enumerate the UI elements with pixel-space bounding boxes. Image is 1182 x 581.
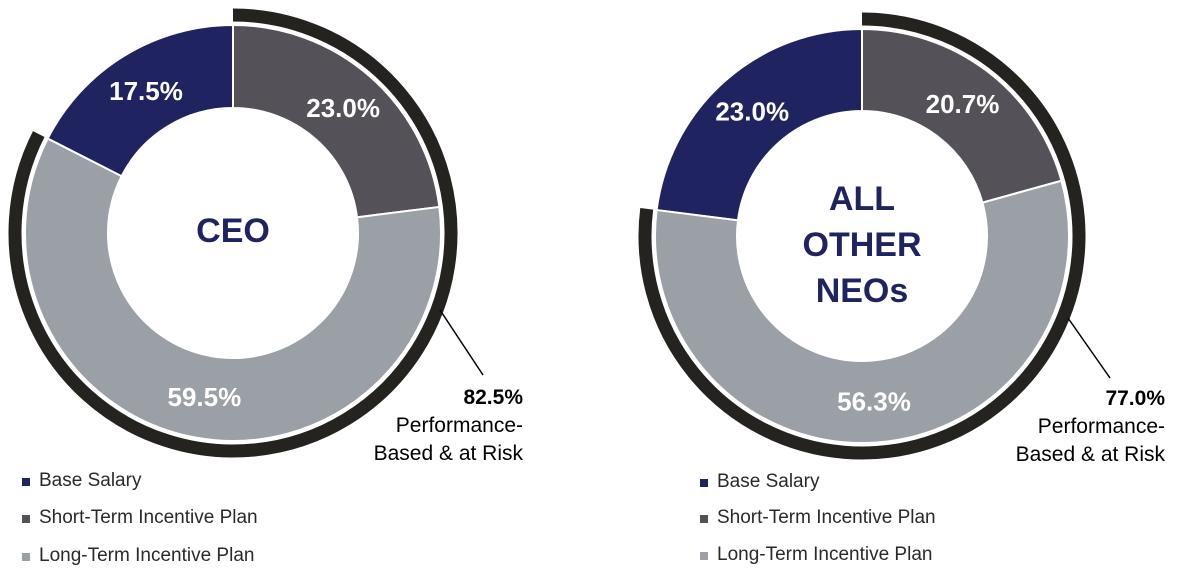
annotation-text: Performance- (1038, 415, 1165, 438)
annotation-value: 77.0% (1105, 387, 1165, 410)
slice-value-label: 23.0% (715, 96, 789, 126)
legend-swatch (22, 515, 30, 523)
legend-label: Long-Term Incentive Plan (39, 545, 254, 566)
annotation-value: 82.5% (463, 386, 523, 409)
annotation-text: Based & at Risk (374, 442, 524, 465)
legend-item-base-salary: Base Salary (700, 471, 820, 492)
legend-label: Short-Term Incentive Plan (717, 507, 936, 528)
donut-chart-all-other-neos: 23.0% 20.7% 56.3% ALL OTHER NEOs 77.0% Performa… (638, 12, 1166, 565)
annotation-text: Based & at Risk (1016, 443, 1166, 466)
legend-swatch (22, 553, 30, 561)
legend-item-base-salary: Base Salary (22, 470, 142, 491)
slice-value-label: 59.5% (168, 382, 242, 412)
slice-value-label: 56.3% (837, 387, 911, 417)
center-title: NEOs (816, 272, 909, 310)
legend-label: Base Salary (39, 470, 142, 491)
legend-item-short-term-incentive-plan: Short-Term Incentive Plan (700, 507, 936, 528)
slice-base-salary (46, 23, 234, 178)
annotation-text: Performance- (396, 414, 523, 437)
slice-long-term-incentive-plan (654, 179, 1070, 444)
center-title: CEO (196, 212, 270, 250)
legend-label: Base Salary (717, 471, 820, 492)
center-title: OTHER (803, 226, 922, 264)
slice-short-term-incentive-plan (232, 23, 441, 219)
slice-value-label: 20.7% (926, 89, 1000, 119)
legend-swatch (700, 552, 708, 560)
performance-based-arc (638, 12, 1086, 460)
legend-item-long-term-incentive-plan: Long-Term Incentive Plan (700, 544, 932, 565)
legend-item-long-term-incentive-plan: Long-Term Incentive Plan (22, 545, 254, 566)
donut-chart-ceo: 17.5% 23.0% 59.5% CEO 82.5% Performance- Based… (8, 8, 524, 566)
slice-long-term-incentive-plan (24, 137, 442, 442)
legend-item-short-term-incentive-plan: Short-Term Incentive Plan (22, 507, 258, 528)
slice-value-label: 17.5% (109, 76, 183, 106)
slice-short-term-incentive-plan (861, 27, 1063, 204)
performance-based-arc (8, 8, 458, 458)
legend-swatch (22, 478, 30, 486)
slice-base-salary (655, 27, 863, 222)
legend-label: Short-Term Incentive Plan (39, 507, 258, 528)
annotation-leader-line (439, 309, 484, 376)
slice-value-label: 23.0% (306, 93, 380, 123)
center-title: ALL (829, 180, 895, 218)
annotation-leader-line (1067, 317, 1111, 379)
legend-swatch (700, 515, 708, 523)
legend-swatch (700, 479, 708, 487)
legend-label: Long-Term Incentive Plan (717, 544, 932, 565)
